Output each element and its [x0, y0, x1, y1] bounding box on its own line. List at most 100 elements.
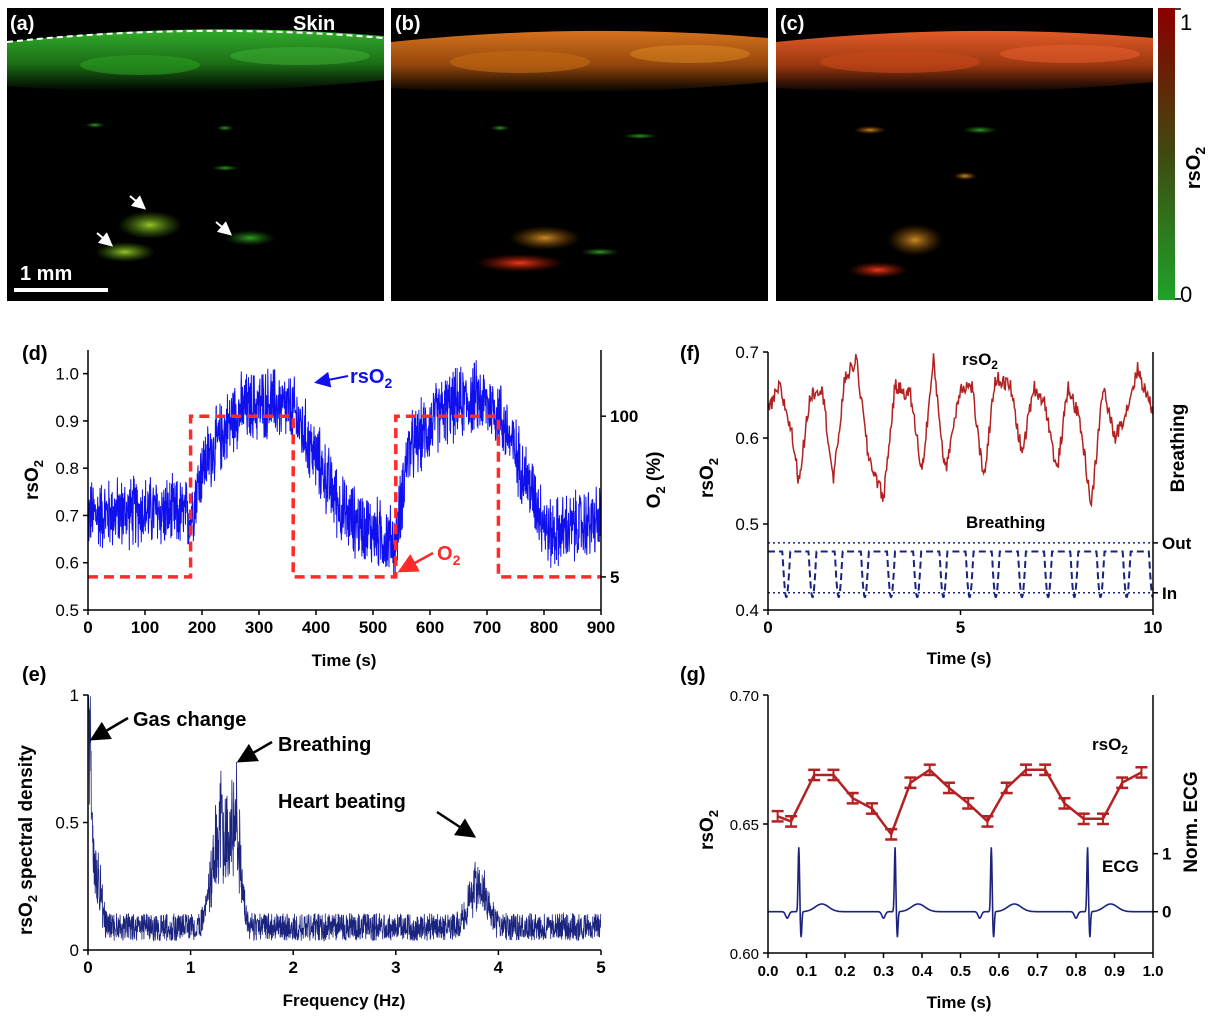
chart-d-rso2-series-label: rsO2 — [350, 366, 392, 391]
x-tick-label: 3 — [391, 958, 400, 977]
x-tick-label: 800 — [530, 618, 558, 637]
y-tick-label: 0.6 — [735, 429, 759, 448]
x-tick-label: 1 — [186, 958, 195, 977]
y-tick-label: 0.70 — [730, 688, 759, 705]
x-tick-label: 0.3 — [873, 963, 894, 980]
y-tick-label: 0.5 — [55, 814, 79, 833]
y2-tick-label: Out — [1162, 534, 1192, 553]
colorbar-max-label: 1 — [1180, 10, 1192, 35]
x-tick-label: 0.8 — [1066, 963, 1087, 980]
chart-f-ylabel: rsO2 — [697, 458, 721, 498]
chart-d-ylabel: rsO2 — [22, 460, 46, 500]
x-tick-label: 0.0 — [758, 963, 779, 980]
y-tick-label: 0.60 — [730, 946, 759, 963]
panel-g-letter: (g) — [680, 664, 706, 686]
x-tick-label: 0.6 — [989, 963, 1010, 980]
x-tick-label: 10 — [1144, 618, 1163, 637]
chart-g-y2label: Norm. ECG — [1181, 771, 1202, 872]
chart-g-ecg-series-label: ECG — [1102, 857, 1139, 876]
chart-e-annotation-breathing: Breathing — [278, 734, 371, 756]
colorbar — [1158, 8, 1181, 300]
chart-g-xlabel: Time (s) — [927, 993, 992, 1012]
y2-tick-label: 100 — [610, 407, 638, 426]
panel-f-letter: (f) — [680, 343, 700, 365]
x-tick-label: 0.7 — [1027, 963, 1048, 980]
colorbar-title: rsO2 — [1183, 147, 1208, 189]
y-tick-label: 0.9 — [55, 412, 79, 431]
panel-d-letter: (d) — [22, 343, 48, 365]
chart-f-xlabel: Time (s) — [927, 649, 992, 668]
y-tick-label: 0.8 — [55, 459, 79, 478]
chart-e-annotation-heart: Heart beating — [278, 791, 406, 813]
y2-tick-label: 5 — [610, 568, 619, 587]
breathing-series-line — [768, 550, 1154, 599]
x-tick-label: 0.4 — [912, 963, 934, 980]
image-panel-b — [391, 8, 768, 301]
rso2-series-line — [777, 768, 1143, 837]
x-tick-label: 0 — [83, 618, 92, 637]
x-tick-label: 0 — [763, 618, 772, 637]
chart-d-rso2-arrow — [314, 371, 349, 388]
x-tick-label: 2 — [288, 958, 297, 977]
y-tick-label: 0.7 — [55, 506, 79, 525]
chart-g-rso2-series-label: rsO2 — [1092, 735, 1128, 757]
x-tick-label: 900 — [587, 618, 615, 637]
y-tick-label: 0 — [70, 941, 79, 960]
y-tick-label: 0.65 — [730, 817, 759, 834]
x-tick-label: 5 — [956, 618, 965, 637]
chart-e-xlabel: Frequency (Hz) — [283, 991, 406, 1010]
chart-e-arrow-heart — [436, 810, 477, 838]
ecg-series-line — [768, 847, 1153, 938]
chart-e-annotation-gas: Gas change — [133, 709, 246, 731]
image-panel-c — [776, 8, 1153, 301]
y2-tick-label: In — [1162, 584, 1177, 603]
scale-bar-label: 1 mm — [20, 263, 72, 285]
chart-e: 0 1 2 3 4 5 0 0.5 1 — [55, 686, 605, 977]
chart-d-xlabel: Time (s) — [312, 651, 377, 670]
x-tick-label: 4 — [494, 958, 504, 977]
x-tick-label: 600 — [416, 618, 444, 637]
x-tick-label: 100 — [131, 618, 159, 637]
chart-f: 0 5 10 0.4 0.5 0.6 0.7 Out In — [735, 343, 1191, 637]
x-tick-label: 300 — [245, 618, 273, 637]
chart-d-y2label: O2 (%) — [644, 452, 668, 509]
rso2-series-line — [88, 360, 601, 579]
x-tick-label: 200 — [188, 618, 216, 637]
skin-label: Skin — [293, 13, 335, 35]
y-tick-label: 1.0 — [55, 365, 79, 384]
chart-g-ylabel: rsO2 — [697, 810, 721, 850]
chart-f-y2label: Breathing — [1168, 404, 1189, 493]
x-tick-label: 0.5 — [950, 963, 971, 980]
spectrum-series-line — [88, 694, 602, 942]
chart-f-rso2-series-label: rsO2 — [962, 350, 998, 372]
y-tick-label: 1 — [70, 686, 79, 705]
panel-c-letter: (c) — [780, 13, 804, 35]
o2-series-line — [88, 414, 601, 579]
x-tick-label: 0.9 — [1104, 963, 1125, 980]
chart-e-arrow-gas — [89, 716, 129, 741]
x-tick-label: 0.1 — [796, 963, 817, 980]
chart-e-ylabel: rsO2 spectral density — [16, 745, 40, 935]
y-tick-label: 0.7 — [735, 343, 759, 362]
panel-e-letter: (e) — [22, 664, 46, 686]
y2-tick-label: 1 — [1162, 845, 1171, 864]
chart-d: 0 100 200 300 400 500 600 700 800 900 0.5 0.6 0.7 0.8… — [55, 350, 638, 637]
y-tick-label: 0.5 — [735, 515, 759, 534]
rso2-series-line — [767, 353, 1154, 508]
x-tick-label: 0.2 — [835, 963, 856, 980]
y-tick-label: 0.4 — [735, 601, 759, 620]
y-tick-label: 0.6 — [55, 554, 79, 573]
chart-f-breathing-series-label: Breathing — [966, 513, 1045, 532]
panel-a-letter: (a) — [10, 13, 34, 35]
image-panel-a — [6, 8, 385, 301]
x-tick-label: 5 — [596, 958, 605, 977]
x-tick-label: 400 — [302, 618, 330, 637]
chart-e-arrow-breathing — [236, 740, 273, 763]
x-tick-label: 1.0 — [1143, 963, 1164, 980]
y-tick-label: 0.5 — [55, 601, 79, 620]
y2-tick-label: 0 — [1162, 903, 1171, 922]
x-tick-label: 0 — [83, 958, 92, 977]
chart-d-o2-series-label: O2 — [437, 543, 461, 568]
panel-b-letter: (b) — [395, 13, 421, 35]
